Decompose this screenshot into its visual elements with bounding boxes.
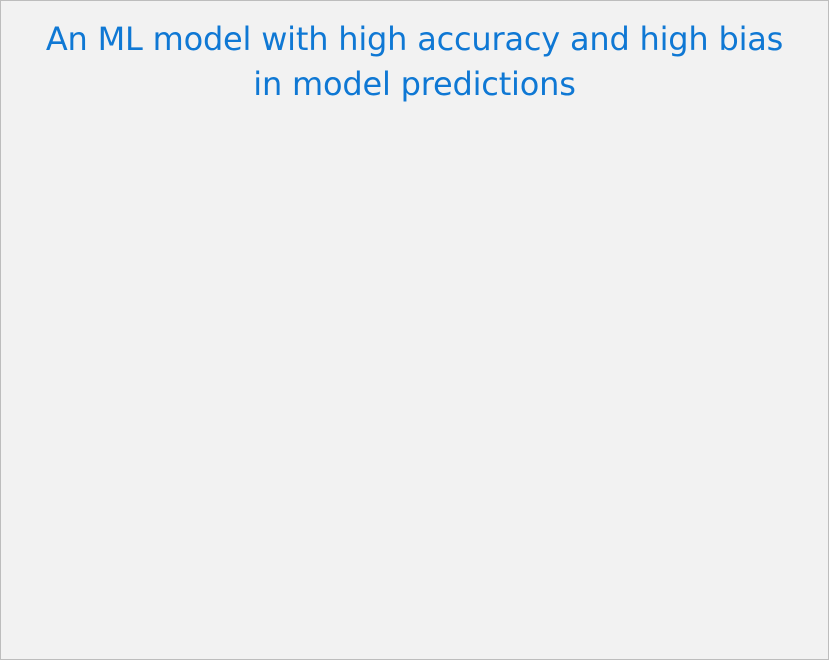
card-title: An ML model with high accuracy and high … [45,20,784,103]
